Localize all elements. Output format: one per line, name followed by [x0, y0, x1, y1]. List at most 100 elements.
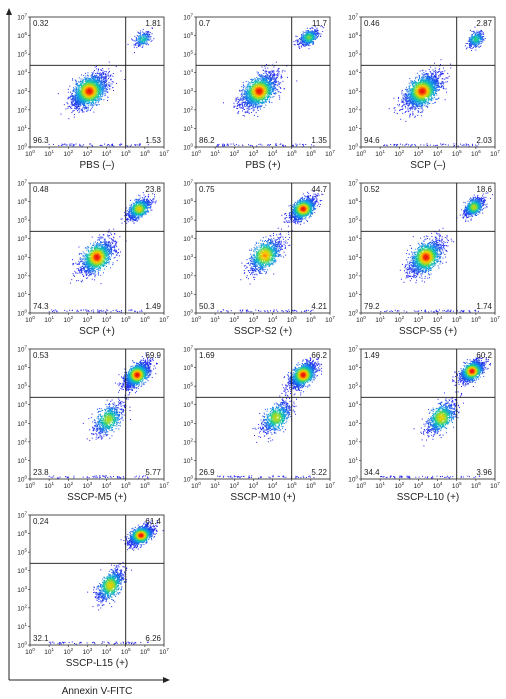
- data-point: [67, 103, 68, 104]
- data-point: [120, 70, 121, 71]
- data-point: [257, 73, 258, 74]
- data-point: [79, 111, 80, 112]
- data-point: [105, 76, 106, 77]
- data-point: [273, 84, 274, 85]
- data-point: [101, 80, 102, 81]
- data-point: [254, 78, 255, 79]
- data-point: [102, 145, 103, 146]
- data-point: [299, 48, 300, 49]
- data-point: [300, 42, 301, 43]
- data-point: [75, 86, 76, 87]
- data-point: [243, 96, 244, 97]
- data-point: [70, 96, 71, 97]
- data-point: [280, 82, 281, 83]
- quadrant-value-upper-left: 0.32: [33, 19, 49, 28]
- data-point: [130, 146, 131, 147]
- data-point: [222, 144, 223, 145]
- data-point: [298, 41, 299, 42]
- data-point: [299, 47, 300, 48]
- data-point: [148, 34, 149, 35]
- data-point: [109, 88, 110, 89]
- data-point: [243, 90, 244, 91]
- data-point: [266, 71, 267, 72]
- data-point: [236, 99, 237, 100]
- data-point: [79, 112, 80, 113]
- data-point: [241, 100, 242, 101]
- data-point: [293, 145, 294, 146]
- data-point: [68, 97, 69, 98]
- data-point: [246, 81, 247, 82]
- data-point: [243, 108, 244, 109]
- data-point: [271, 71, 272, 72]
- data-point: [97, 97, 98, 98]
- data-point: [101, 70, 102, 71]
- data-point: [240, 91, 241, 92]
- data-point: [241, 90, 242, 91]
- data-point: [256, 112, 257, 113]
- data-point: [276, 78, 277, 79]
- data-point: [243, 107, 244, 108]
- data-point: [236, 98, 237, 99]
- data-point: [108, 85, 109, 86]
- data-point: [246, 102, 247, 103]
- data-point: [242, 104, 243, 105]
- data-point: [65, 108, 66, 109]
- data-point: [261, 76, 262, 77]
- data-point: [304, 45, 305, 46]
- data-point: [275, 92, 276, 93]
- data-point: [148, 36, 149, 37]
- data-point: [100, 76, 101, 77]
- y-tick-label: 105: [17, 50, 27, 59]
- flow-panel: 0.7 11.786.2 1.35100 101 102 103 104 105 106 1071…: [183, 13, 335, 172]
- data-point: [99, 104, 100, 105]
- data-point: [278, 71, 279, 72]
- data-point: [85, 106, 86, 107]
- data-point: [80, 87, 81, 88]
- data-point: [216, 145, 217, 146]
- data-point: [257, 105, 258, 106]
- data-point: [281, 75, 282, 76]
- data-point: [106, 91, 107, 92]
- data-point: [85, 78, 86, 79]
- data-point: [87, 72, 88, 73]
- data-point: [259, 74, 260, 75]
- data-point: [134, 52, 135, 53]
- x-tick-label: 102: [63, 149, 73, 158]
- data-point: [75, 84, 76, 85]
- data-point: [242, 98, 243, 99]
- data-point: [299, 44, 300, 45]
- data-point: [110, 76, 111, 77]
- data-point: [70, 98, 71, 99]
- data-point: [273, 96, 274, 97]
- data-point: [134, 47, 135, 48]
- data-point: [70, 145, 71, 146]
- data-point: [136, 40, 137, 41]
- data-point: [262, 75, 263, 76]
- data-point: [81, 109, 82, 110]
- data-point: [280, 87, 281, 88]
- data-point: [263, 73, 264, 74]
- data-point: [105, 78, 106, 79]
- data-point: [107, 97, 108, 98]
- data-point: [143, 39, 144, 40]
- data-point: [107, 145, 108, 146]
- data-point: [223, 102, 224, 103]
- data-point: [103, 90, 104, 91]
- data-point: [138, 32, 139, 33]
- data-point: [92, 104, 93, 105]
- data-point: [103, 78, 104, 79]
- data-point: [86, 85, 87, 86]
- data-point: [61, 114, 62, 115]
- data-point: [273, 74, 274, 75]
- data-point: [64, 144, 65, 145]
- data-point: [274, 73, 275, 74]
- data-point: [112, 81, 113, 82]
- data-point: [147, 32, 148, 33]
- data-point: [98, 69, 99, 70]
- data-point: [302, 39, 303, 40]
- data-point: [273, 67, 274, 68]
- data-point: [282, 77, 283, 78]
- data-point: [258, 144, 259, 145]
